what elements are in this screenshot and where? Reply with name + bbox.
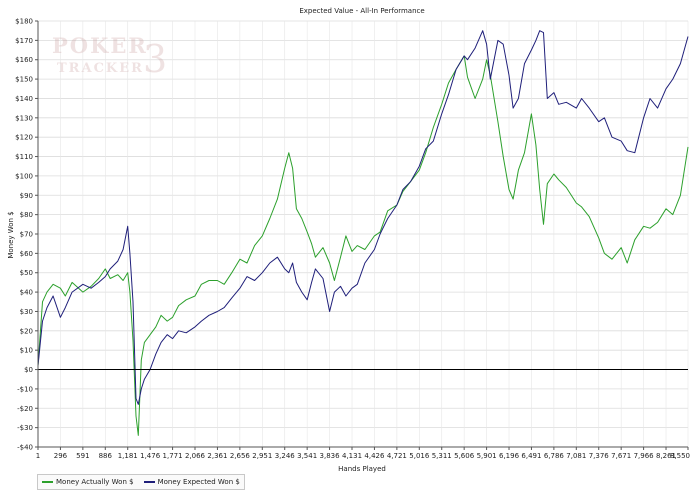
x-tick-label: 4,426 bbox=[364, 452, 385, 460]
y-tick-label: -$10 bbox=[17, 385, 33, 393]
series-line-expected-won bbox=[37, 30, 689, 405]
y-tick-label: -$30 bbox=[17, 424, 33, 432]
watermark-logo: POKER TRACKER 3 bbox=[52, 33, 167, 81]
x-tick-label: 2,361 bbox=[207, 452, 227, 460]
x-tick-label: 3,541 bbox=[297, 452, 317, 460]
x-tick-label: 1,476 bbox=[140, 452, 161, 460]
x-tick-label: 1 bbox=[36, 452, 40, 460]
y-tick-label: $170 bbox=[15, 37, 33, 45]
x-tick-label: 7,081 bbox=[566, 452, 586, 460]
y-tick-label: $150 bbox=[15, 76, 33, 84]
x-tick-label: 3,836 bbox=[320, 452, 341, 460]
series-line-actually-won bbox=[37, 55, 689, 436]
x-tick-label: 4,131 bbox=[342, 452, 362, 460]
x-axis-label: Hands Played bbox=[338, 465, 386, 473]
x-tick-label: 2,066 bbox=[185, 452, 206, 460]
legend-swatch-expected bbox=[143, 481, 155, 483]
x-tick-label: 6,491 bbox=[521, 452, 541, 460]
legend-item-actual: Money Actually Won $ bbox=[42, 478, 134, 486]
x-tick-label: 1,181 bbox=[118, 452, 138, 460]
y-tick-label: $90 bbox=[20, 192, 33, 200]
legend-label-actual: Money Actually Won $ bbox=[56, 478, 134, 486]
y-tick-label: $130 bbox=[15, 114, 33, 122]
y-tick-label: $0 bbox=[24, 366, 33, 374]
x-tick-label: 591 bbox=[76, 452, 89, 460]
x-tick-label: 7,376 bbox=[589, 452, 610, 460]
y-tick-label: -$20 bbox=[17, 405, 33, 413]
y-axis-label: Money Won $ bbox=[7, 211, 15, 258]
y-axis-ticks: -$40 -$30 -$20 -$10 $0 $10 $20 $30 $40 $50 $60 $70 $… bbox=[15, 18, 38, 452]
x-tick-label: 3,246 bbox=[275, 452, 296, 460]
chart-legend: Money Actually Won $ Money Expected Won … bbox=[37, 474, 245, 490]
x-tick-label: 5,901 bbox=[477, 452, 497, 460]
x-tick-label: 5,016 bbox=[409, 452, 430, 460]
watermark-poker-text: POKER bbox=[52, 33, 148, 58]
x-tick-label: 5,606 bbox=[454, 452, 475, 460]
x-tick-label: 7,966 bbox=[634, 452, 655, 460]
x-tick-label: 6,786 bbox=[544, 452, 565, 460]
y-tick-label: $10 bbox=[20, 347, 33, 355]
y-tick-label: $180 bbox=[15, 18, 33, 26]
x-tick-label: 1,771 bbox=[163, 452, 183, 460]
legend-swatch-actual bbox=[42, 481, 53, 483]
watermark-three-mark: 3 bbox=[143, 37, 167, 81]
legend-label-expected: Money Expected Won $ bbox=[157, 478, 240, 486]
x-tick-label: 6,196 bbox=[499, 452, 520, 460]
x-tick-label: 7,671 bbox=[611, 452, 631, 460]
x-tick-label: 8,550 bbox=[670, 452, 690, 460]
y-tick-label: $50 bbox=[20, 269, 33, 277]
y-tick-label: $20 bbox=[20, 327, 33, 335]
x-axis-ticks: 1 296 591 886 1,181 1,476 1,771 2,066 2,361 2,656… bbox=[36, 447, 690, 460]
y-tick-label: $60 bbox=[20, 250, 33, 258]
x-tick-label: 886 bbox=[99, 452, 113, 460]
grid-lines bbox=[37, 20, 689, 448]
watermark-tracker-text: TRACKER bbox=[57, 61, 144, 76]
y-tick-label: $70 bbox=[20, 231, 33, 239]
y-tick-label: -$40 bbox=[17, 444, 33, 452]
x-tick-label: 2,656 bbox=[230, 452, 251, 460]
y-tick-label: $110 bbox=[15, 153, 33, 161]
x-tick-label: 4,721 bbox=[387, 452, 407, 460]
x-tick-label: 2,951 bbox=[252, 452, 272, 460]
x-tick-label: 8,261 bbox=[656, 452, 676, 460]
chart-title: Expected Value - All-In Performance bbox=[299, 7, 424, 15]
y-tick-label: $160 bbox=[15, 56, 33, 64]
y-tick-label: $140 bbox=[15, 95, 33, 103]
x-tick-label: 296 bbox=[54, 452, 68, 460]
legend-item-expected: Money Expected Won $ bbox=[143, 478, 240, 486]
series-lines bbox=[37, 30, 689, 436]
y-tick-label: $40 bbox=[20, 289, 33, 297]
y-tick-label: $120 bbox=[15, 134, 33, 142]
x-tick-label: 5,311 bbox=[432, 452, 452, 460]
y-tick-label: $30 bbox=[20, 308, 33, 316]
y-tick-label: $80 bbox=[20, 211, 33, 219]
y-tick-label: $100 bbox=[15, 172, 33, 180]
